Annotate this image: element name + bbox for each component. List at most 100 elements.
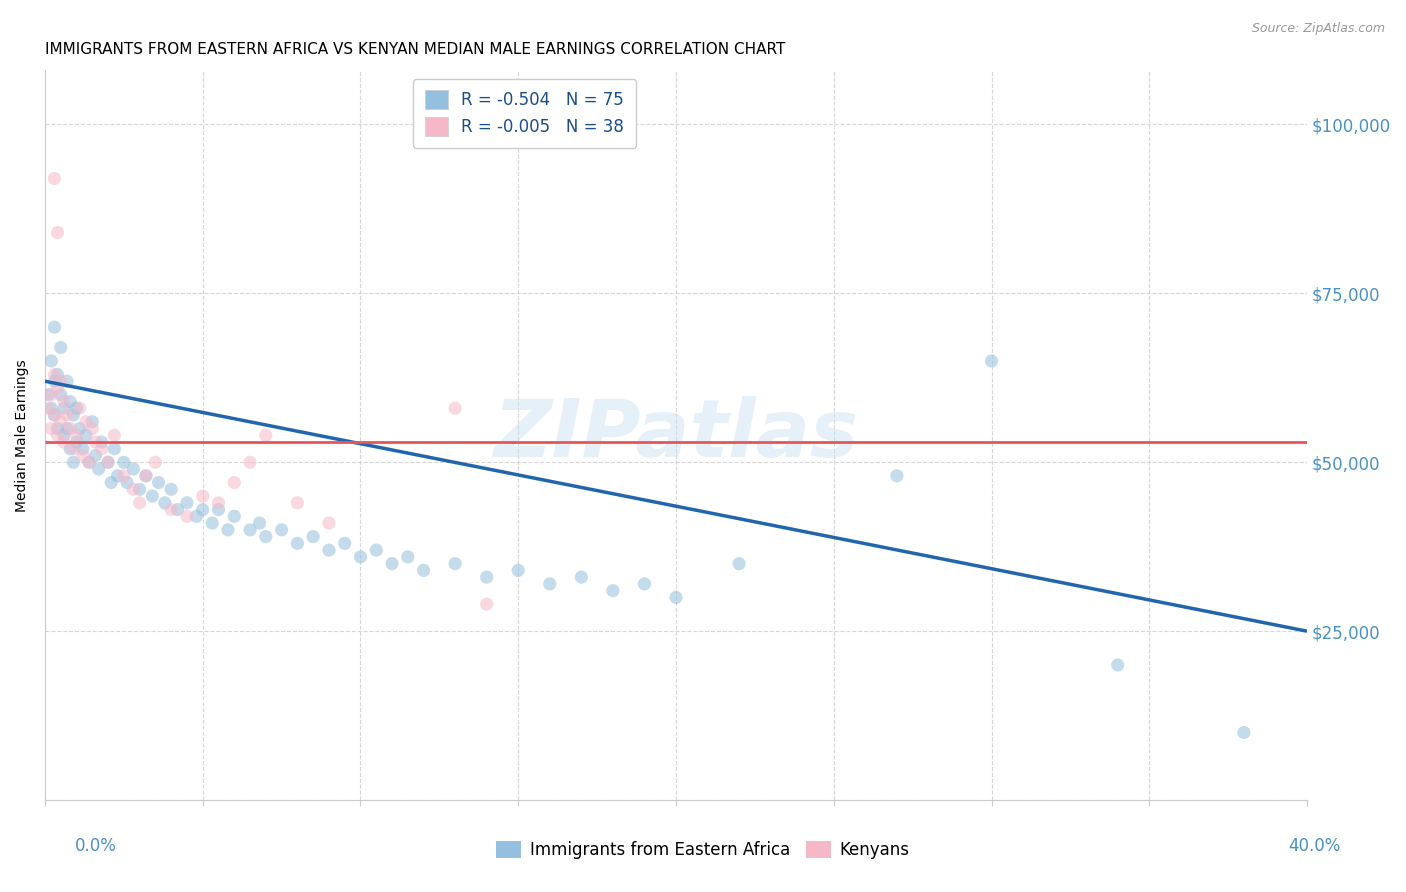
Legend: Immigrants from Eastern Africa, Kenyans: Immigrants from Eastern Africa, Kenyans [489,834,917,866]
Point [52,428,75,442]
Point [207,496,229,510]
Point [107,468,129,483]
Point [254,428,277,442]
Point [569,570,592,584]
Point [148,475,170,490]
Point [39,401,62,416]
Point [103,428,125,442]
Point [103,442,125,456]
Point [44,171,66,186]
Point [37,401,59,416]
Point [112,455,135,469]
Point [49,374,72,388]
Text: Source: ZipAtlas.com: Source: ZipAtlas.com [1251,22,1385,36]
Text: 40.0%: 40.0% [1288,837,1341,855]
Point [349,549,371,564]
Point [44,368,66,382]
Point [191,502,214,516]
Point [122,462,145,476]
Point [217,523,239,537]
Point [254,530,277,544]
Point [112,468,135,483]
Point [135,468,157,483]
Point [49,388,72,402]
Point [44,408,66,422]
Point [886,468,908,483]
Point [191,489,214,503]
Point [201,516,224,530]
Point [59,394,82,409]
Point [46,226,69,240]
Point [46,421,69,435]
Point [100,475,122,490]
Point [270,523,292,537]
Point [318,543,340,558]
Point [62,442,84,456]
Point [224,475,246,490]
Point [633,577,655,591]
Point [366,543,388,558]
Point [82,421,104,435]
Point [224,509,246,524]
Point [153,496,176,510]
Point [287,496,309,510]
Point [538,577,561,591]
Point [239,455,262,469]
Point [46,381,69,395]
Point [207,502,229,516]
Point [75,428,97,442]
Point [65,401,87,416]
Point [475,597,498,611]
Point [160,483,183,497]
Point [44,408,66,422]
Point [39,421,62,435]
Point [128,496,150,510]
Point [475,570,498,584]
Point [444,401,467,416]
Point [980,354,1002,368]
Point [56,421,79,435]
Point [82,415,104,429]
Point [49,340,72,354]
Point [381,557,404,571]
Point [665,591,688,605]
Point [176,509,198,524]
Point [287,536,309,550]
Legend: R = -0.504   N = 75, R = -0.005   N = 38: R = -0.504 N = 75, R = -0.005 N = 38 [413,78,636,148]
Point [77,455,100,469]
Point [56,374,79,388]
Point [52,401,75,416]
Point [56,408,79,422]
Point [52,394,75,409]
Point [59,442,82,456]
Point [77,455,100,469]
Point [62,408,84,422]
Point [333,536,356,550]
Point [239,523,262,537]
Point [46,368,69,382]
Point [37,388,59,402]
Point [412,563,434,577]
Point [166,502,188,516]
Point [39,354,62,368]
Point [302,530,325,544]
Point [65,435,87,450]
Point [97,455,120,469]
Text: 0.0%: 0.0% [75,837,117,855]
Point [90,442,112,456]
Text: IMMIGRANTS FROM EASTERN AFRICA VS KENYAN MEDIAN MALE EARNINGS CORRELATION CHART: IMMIGRANTS FROM EASTERN AFRICA VS KENYAN… [45,42,786,57]
Point [84,449,107,463]
Point [141,489,163,503]
Point [49,415,72,429]
Point [160,502,183,516]
Point [84,435,107,450]
Point [1107,657,1129,672]
Point [65,428,87,442]
Point [69,401,91,416]
Point [135,468,157,483]
Point [44,320,66,334]
Point [128,483,150,497]
Point [97,455,120,469]
Y-axis label: Median Male Earnings: Median Male Earnings [15,359,30,512]
Point [69,421,91,435]
